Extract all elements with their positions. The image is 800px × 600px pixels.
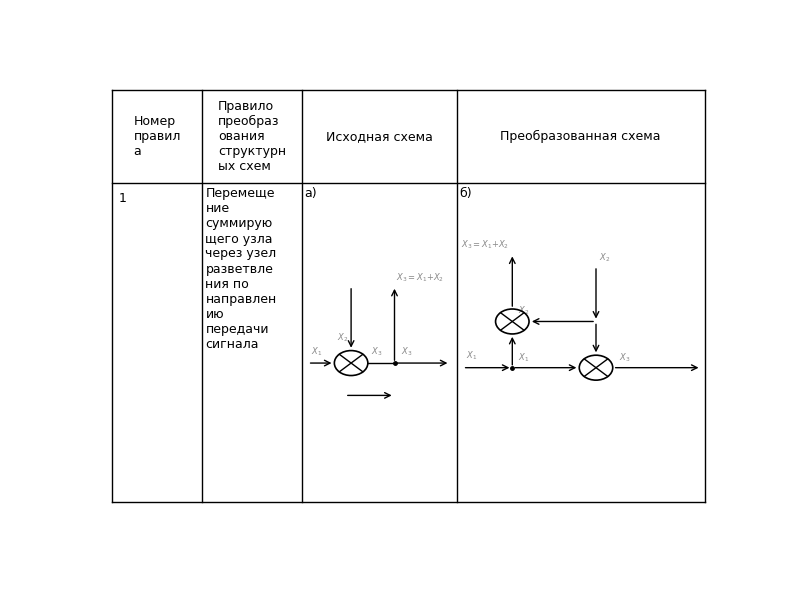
Text: $X_3$: $X_3$ [371, 345, 382, 358]
Text: $X_1$: $X_1$ [518, 352, 530, 364]
Text: Преобразованная схема: Преобразованная схема [500, 130, 661, 143]
Text: $X_1$: $X_1$ [310, 345, 322, 358]
Text: 1: 1 [118, 192, 126, 205]
Text: $X_2$: $X_2$ [599, 251, 610, 264]
Text: $X_3{=}X_1{+}X_2$: $X_3{=}X_1{+}X_2$ [462, 239, 510, 251]
Text: $X_2$: $X_2$ [518, 304, 530, 317]
Text: а): а) [305, 187, 318, 200]
Text: $X_3{=}X_1{+}X_2$: $X_3{=}X_1{+}X_2$ [396, 271, 444, 284]
Text: б): б) [459, 187, 472, 200]
Text: Номер
правил
а: Номер правил а [134, 115, 181, 158]
Text: $X_1$: $X_1$ [466, 350, 477, 362]
Text: Правило
преобраз
ования
структурн
ых схем: Правило преобраз ования структурн ых схе… [218, 100, 286, 173]
Text: $X_3$: $X_3$ [619, 352, 630, 364]
Text: Перемеще
ние
суммирую
щего узла
через узел
разветвле
ния по
направлен
ию
передач: Перемеще ние суммирую щего узла через уз… [206, 187, 277, 350]
Text: $X_3$: $X_3$ [401, 345, 412, 358]
Text: $X_2$: $X_2$ [337, 331, 348, 344]
Text: Исходная схема: Исходная схема [326, 130, 433, 143]
